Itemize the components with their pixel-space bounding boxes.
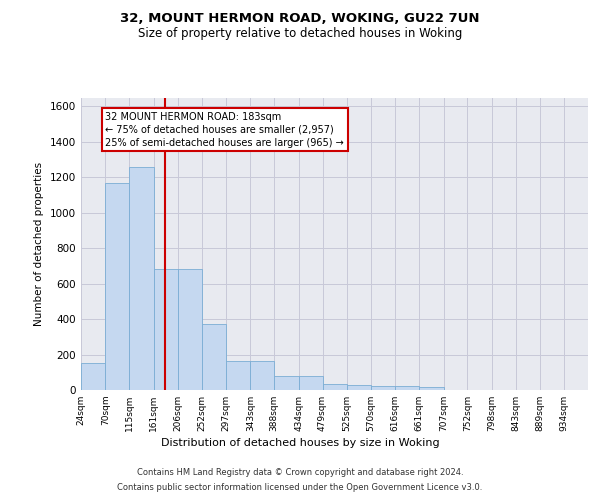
Text: 32, MOUNT HERMON ROAD, WOKING, GU22 7UN: 32, MOUNT HERMON ROAD, WOKING, GU22 7UN — [120, 12, 480, 26]
Bar — [371, 386, 395, 390]
Text: Distribution of detached houses by size in Woking: Distribution of detached houses by size … — [161, 438, 439, 448]
Text: Size of property relative to detached houses in Woking: Size of property relative to detached ho… — [138, 28, 462, 40]
Bar — [323, 384, 347, 390]
Text: 32 MOUNT HERMON ROAD: 183sqm
← 75% of detached houses are smaller (2,957)
25% of: 32 MOUNT HERMON ROAD: 183sqm ← 75% of de… — [106, 112, 344, 148]
Text: Contains public sector information licensed under the Open Government Licence v3: Contains public sector information licen… — [118, 483, 482, 492]
Y-axis label: Number of detached properties: Number of detached properties — [34, 162, 44, 326]
Bar — [347, 384, 371, 390]
Bar — [106, 182, 130, 390]
Bar — [274, 376, 299, 390]
Bar — [250, 361, 274, 390]
Bar — [154, 270, 178, 390]
Bar — [395, 386, 419, 390]
Bar — [299, 376, 323, 390]
Bar — [130, 166, 154, 390]
Bar — [226, 361, 250, 390]
Text: Contains HM Land Registry data © Crown copyright and database right 2024.: Contains HM Land Registry data © Crown c… — [137, 468, 463, 477]
Bar — [81, 364, 106, 390]
Bar — [419, 388, 443, 390]
Bar — [202, 324, 226, 390]
Bar — [178, 270, 202, 390]
